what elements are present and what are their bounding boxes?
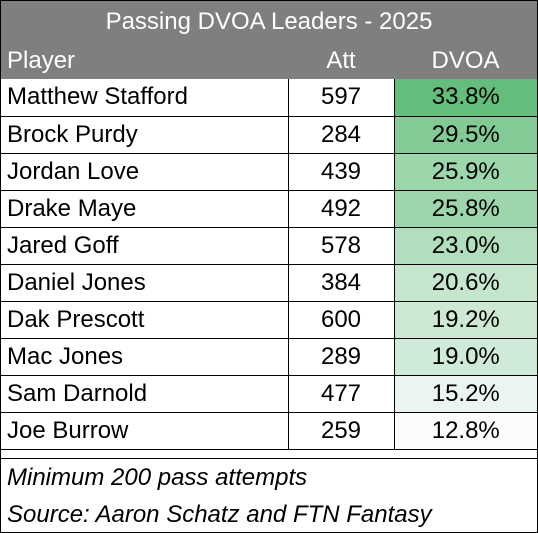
header-row: Player Att DVOA (1, 42, 537, 79)
table-row: Joe Burrow 259 12.8% (1, 411, 537, 450)
table-title: Passing DVOA Leaders - 2025 (1, 1, 537, 42)
dvoa-cell: 19.0% (393, 337, 537, 376)
dvoa-cell: 25.9% (393, 152, 537, 191)
header-player: Player (7, 47, 76, 74)
att-cell: 492 (287, 189, 395, 228)
footnote-source: Source: Aaron Schatz and FTN Fantasy (7, 501, 432, 528)
table-row: Jordan Love 439 25.9% (1, 152, 537, 191)
footer: Minimum 200 pass attempts Source: Aaron … (1, 458, 537, 533)
dvoa-cell: 29.5% (393, 115, 537, 154)
player-cell: Jordan Love (1, 152, 289, 191)
player-cell: Daniel Jones (1, 263, 289, 302)
table-row: Matthew Stafford 597 33.8% (1, 79, 537, 117)
header-att: Att (326, 47, 356, 74)
table-row: Jared Goff 578 23.0% (1, 226, 537, 265)
header-dvoa: DVOA (431, 47, 500, 74)
att-cell: 439 (287, 152, 395, 191)
player-cell: Drake Maye (1, 189, 289, 228)
player-cell: Brock Purdy (1, 115, 289, 154)
table-row: Drake Maye 492 25.8% (1, 189, 537, 228)
dvoa-cell: 25.8% (393, 189, 537, 228)
att-cell: 578 (287, 226, 395, 265)
player-cell: Matthew Stafford (1, 79, 289, 117)
att-cell: 597 (287, 79, 395, 117)
att-cell: 477 (287, 374, 395, 413)
dvoa-cell: 19.2% (393, 300, 537, 339)
player-cell: Joe Burrow (1, 411, 289, 450)
att-cell: 289 (287, 337, 395, 376)
dvoa-cell: 20.6% (393, 263, 537, 302)
dvoa-cell: 23.0% (393, 226, 537, 265)
table-row: Daniel Jones 384 20.6% (1, 263, 537, 302)
att-cell: 600 (287, 300, 395, 339)
dvoa-cell: 15.2% (393, 374, 537, 413)
att-cell: 284 (287, 115, 395, 154)
footnote-minimum: Minimum 200 pass attempts (7, 464, 308, 491)
player-cell: Mac Jones (1, 337, 289, 376)
player-cell: Jared Goff (1, 226, 289, 265)
table-row: Sam Darnold 477 15.2% (1, 374, 537, 413)
leaders-grid: Matthew Stafford 597 33.8% Brock Purdy 284 29… (1, 79, 537, 450)
player-cell: Dak Prescott (1, 300, 289, 339)
att-cell: 259 (287, 411, 395, 450)
player-cell: Sam Darnold (1, 374, 289, 413)
att-cell: 384 (287, 263, 395, 302)
table-row: Dak Prescott 600 19.2% (1, 300, 537, 339)
dvoa-cell: 12.8% (393, 411, 537, 450)
dvoa-cell: 33.8% (393, 79, 537, 117)
table-row: Brock Purdy 284 29.5% (1, 115, 537, 154)
table-row: Mac Jones 289 19.0% (1, 337, 537, 376)
